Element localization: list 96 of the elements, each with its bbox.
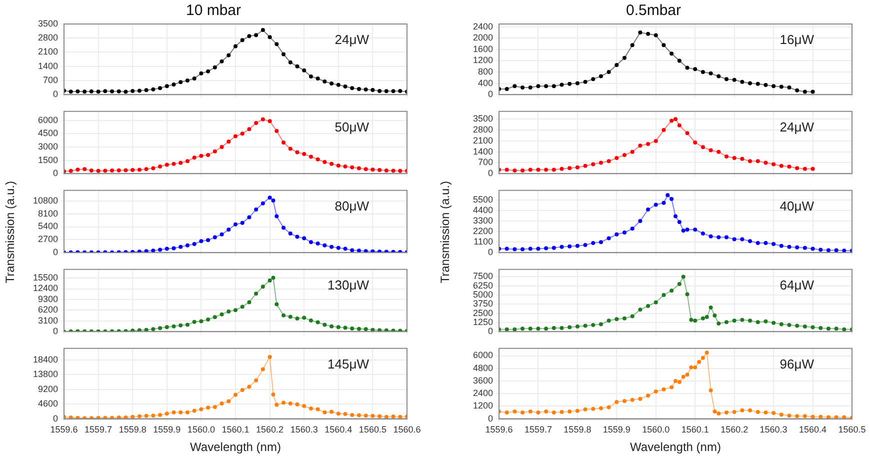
x-tick-label: 1559.6 [485, 424, 513, 435]
y-tick-label: 4600 [38, 398, 58, 409]
annotation: 80μW [334, 198, 370, 214]
x-tick-label: 1560.0 [642, 424, 670, 435]
annotation: 64μW [780, 277, 815, 292]
x-tick-label: 1559.7 [524, 424, 552, 435]
y-tick-label: 2800 [38, 32, 58, 43]
y-tick-label: 3100 [38, 315, 58, 326]
y-tick-label: 0 [488, 326, 493, 336]
x-axis-title: Wavelength (nm) [190, 440, 281, 454]
y-tick-label: 4500 [38, 128, 58, 138]
y-tick-label: 4400 [472, 204, 493, 215]
x-tick-label: 1560.5 [838, 424, 866, 435]
y-axis-title: Transmission (a.u.) [3, 180, 17, 284]
x-tick-label: 1560.2 [720, 424, 748, 435]
x-tick-label: 1560.6 [393, 424, 421, 435]
y-tick-label: 2000 [472, 32, 493, 43]
annotation: 24μW [780, 119, 815, 134]
chart-title: 0.5mbar [626, 2, 682, 20]
y-tick-label: 3600 [472, 375, 493, 386]
y-tick-label: 2400 [472, 388, 493, 398]
y-tick-label: 2200 [472, 226, 493, 236]
y-tick-label: 3000 [38, 141, 58, 152]
x-tick-label: 1560.5 [358, 424, 386, 435]
y-tick-label: 0 [52, 413, 58, 424]
y-tick-label: 2100 [38, 46, 58, 57]
y-tick-label: 5400 [38, 221, 58, 232]
annotation: 96μW [780, 356, 815, 372]
x-tick-label: 1560.4 [324, 424, 352, 435]
y-tick-label: 2800 [472, 124, 493, 135]
x-tick-label: 1560.3 [290, 424, 318, 435]
y-tick-label: 1250 [472, 316, 493, 327]
annotation: 40μW [780, 198, 815, 214]
x-axis-title: Wavelength (nm) [630, 440, 721, 454]
y-tick-label: 15500 [32, 272, 58, 283]
y-tick-label: 700 [42, 74, 58, 85]
y-tick-label: 800 [478, 66, 493, 76]
y-tick-label: 1100 [474, 236, 493, 247]
y-tick-label: 2100 [472, 135, 493, 146]
y-tick-label: 6000 [38, 114, 58, 125]
y-tick-label: 6250 [472, 280, 493, 290]
y-tick-label: 0 [52, 168, 58, 178]
y-tick-label: 2400 [472, 21, 493, 32]
y-tick-label: 0 [488, 168, 493, 178]
x-tick-label: 1560.2 [256, 424, 284, 435]
x-tick-label: 1559.8 [118, 424, 146, 435]
y-tick-label: 4800 [472, 362, 493, 373]
y-tick-label: 2700 [38, 234, 58, 244]
y-tick-label: 0 [52, 326, 58, 336]
y-tick-label: 5000 [472, 289, 493, 300]
y-tick-label: 1600 [472, 44, 493, 54]
y-tick-label: 1200 [472, 400, 493, 411]
y-tick-label: 400 [478, 78, 493, 88]
y-tick-label: 5500 [472, 194, 493, 204]
annotation: 130μW [328, 277, 370, 292]
x-tick-label: 1559.8 [564, 424, 592, 435]
y-tick-label: 1400 [38, 60, 58, 71]
y-tick-label: 0 [52, 247, 58, 258]
y-tick-label: 10800 [32, 195, 58, 206]
annotation: 16μW [780, 32, 815, 47]
annotation: 50μW [334, 119, 370, 134]
x-tick-label: 1560.3 [760, 424, 788, 435]
y-tick-label: 7500 [472, 271, 493, 282]
y-tick-label: 3300 [472, 216, 493, 226]
y-tick-label: 12400 [32, 283, 58, 294]
annotation: 24μW [334, 32, 370, 47]
x-tick-label: 1560.1 [222, 424, 250, 435]
y-tick-label: 18400 [32, 354, 58, 364]
y-tick-label: 1200 [472, 55, 493, 66]
x-tick-label: 1560.4 [799, 424, 827, 435]
x-tick-label: 1559.7 [84, 424, 112, 435]
y-tick-label: 3500 [472, 114, 493, 124]
y-tick-label: 13800 [32, 369, 58, 380]
x-tick-label: 1559.6 [50, 424, 78, 435]
y-tick-label: 0 [488, 413, 493, 424]
x-tick-label: 1559.9 [602, 424, 630, 435]
y-tick-label: 0 [488, 247, 493, 258]
annotation: 145μW [328, 356, 370, 372]
y-axis-title: Transmission (a.u.) [438, 180, 452, 284]
x-tick-label: 1559.9 [153, 424, 181, 435]
y-tick-label: 1400 [472, 146, 493, 156]
y-tick-label: 1500 [38, 154, 58, 165]
y-tick-label: 9200 [38, 384, 58, 394]
y-tick-label: 0 [52, 89, 58, 100]
y-tick-label: 3500 [38, 18, 58, 28]
y-tick-label: 6000 [472, 350, 493, 360]
x-tick-label: 1560.0 [187, 424, 215, 435]
y-tick-label: 700 [478, 157, 493, 168]
y-tick-label: 2500 [472, 308, 493, 318]
chart-title: 10 mbar [186, 2, 242, 20]
x-tick-label: 1560.1 [681, 424, 709, 435]
y-tick-label: 6200 [38, 304, 58, 315]
y-tick-label: 0 [488, 89, 493, 100]
y-tick-label: 3750 [472, 298, 493, 309]
y-tick-label: 9300 [38, 294, 58, 304]
y-tick-label: 8100 [38, 208, 58, 218]
